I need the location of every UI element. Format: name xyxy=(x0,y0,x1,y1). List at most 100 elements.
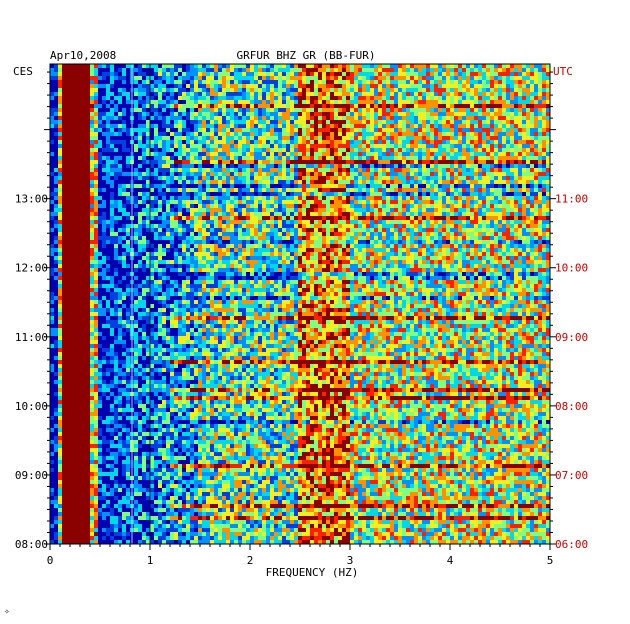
spectrogram-cell xyxy=(478,64,482,68)
spectrogram-cell xyxy=(386,204,390,208)
spectrogram-cell xyxy=(362,124,366,128)
spectrogram-cell xyxy=(198,188,202,192)
spectrogram-cell xyxy=(250,160,254,164)
spectrogram-cell xyxy=(406,64,410,68)
spectrogram-cell xyxy=(286,184,290,188)
spectrogram-cell xyxy=(418,124,422,128)
spectrogram-cell xyxy=(98,136,102,140)
spectrogram-cell xyxy=(194,108,198,112)
spectrogram-cell xyxy=(94,144,98,148)
spectrogram-cell xyxy=(522,104,526,108)
spectrogram-cell xyxy=(426,164,430,168)
spectrogram-cell xyxy=(314,120,318,124)
spectrogram-cell xyxy=(446,128,450,132)
spectrogram-cell xyxy=(402,152,406,156)
spectrogram-cell xyxy=(190,104,194,108)
spectrogram-cell xyxy=(470,160,474,164)
spectrogram-cell xyxy=(498,184,502,188)
spectrogram-cell xyxy=(142,128,146,132)
spectrogram-cell xyxy=(186,172,190,176)
spectrogram-cell xyxy=(70,196,74,200)
spectrogram-cell xyxy=(402,208,406,212)
spectrogram-cell xyxy=(490,208,494,212)
spectrogram-cell xyxy=(182,68,186,72)
spectrogram-cell xyxy=(254,172,258,176)
spectrogram-cell xyxy=(246,192,250,196)
spectrogram-cell xyxy=(334,100,338,104)
spectrogram-cell xyxy=(270,216,274,220)
spectrogram-cell xyxy=(74,164,78,168)
spectrogram-cell xyxy=(494,168,498,172)
spectrogram-cell xyxy=(142,144,146,148)
spectrogram-cell xyxy=(90,136,94,140)
spectrogram-cell xyxy=(318,120,322,124)
spectrogram-cell xyxy=(522,220,526,224)
spectrogram-cell xyxy=(206,192,210,196)
spectrogram-cell xyxy=(366,220,370,224)
spectrogram-cell xyxy=(174,168,178,172)
spectrogram-cell xyxy=(366,204,370,208)
spectrogram-cell xyxy=(446,164,450,168)
spectrogram-cell xyxy=(494,104,498,108)
spectrogram-cell xyxy=(342,156,346,160)
spectrogram-cell xyxy=(106,196,110,200)
spectrogram-cell xyxy=(522,84,526,88)
spectrogram-cell xyxy=(102,128,106,132)
spectrogram-cell xyxy=(530,136,534,140)
spectrogram-cell xyxy=(390,176,394,180)
spectrogram-cell xyxy=(350,72,354,76)
spectrogram-cell xyxy=(322,156,326,160)
spectrogram-cell xyxy=(54,120,58,124)
spectrogram-cell xyxy=(474,156,478,160)
spectrogram-cell xyxy=(422,204,426,208)
spectrogram-cell xyxy=(282,116,286,120)
spectrogram-cell xyxy=(482,124,486,128)
spectrogram-cell xyxy=(186,84,190,88)
spectrogram-cell xyxy=(338,64,342,68)
spectrogram-cell xyxy=(510,200,514,204)
spectrogram-cell xyxy=(122,96,126,100)
spectrogram-cell xyxy=(514,180,518,184)
spectrogram-cell xyxy=(270,64,274,68)
spectrogram-cell xyxy=(470,156,474,160)
spectrogram-cell xyxy=(290,196,294,200)
spectrogram-cell xyxy=(102,108,106,112)
spectrogram-cell xyxy=(498,172,502,176)
spectrogram-cell xyxy=(126,120,130,124)
spectrogram-cell xyxy=(190,208,194,212)
spectrogram-cell xyxy=(154,88,158,92)
spectrogram-cell xyxy=(394,92,398,96)
spectrogram-cell xyxy=(382,84,386,88)
spectrogram-cell xyxy=(234,108,238,112)
spectrogram-cell xyxy=(546,120,550,124)
spectrogram-cell xyxy=(330,164,334,168)
spectrogram-cell xyxy=(222,120,226,124)
spectrogram-cell xyxy=(502,116,506,120)
spectrogram-cell xyxy=(122,172,126,176)
spectrogram-cell xyxy=(222,84,226,88)
spectrogram-cell xyxy=(94,200,98,204)
spectrogram-cell xyxy=(98,124,102,128)
spectrogram-cell xyxy=(350,192,354,196)
spectrogram-cell xyxy=(546,164,550,168)
spectrogram-cell xyxy=(270,120,274,124)
spectrogram-cell xyxy=(498,64,502,68)
spectrogram-cell xyxy=(190,124,194,128)
spectrogram-cell xyxy=(270,160,274,164)
spectrogram-cell xyxy=(474,64,478,68)
spectrogram-cell xyxy=(398,136,402,140)
spectrogram-cell xyxy=(238,156,242,160)
spectrogram-cell xyxy=(518,144,522,148)
spectrogram-cell xyxy=(410,176,414,180)
spectrogram-cell xyxy=(90,92,94,96)
spectrogram-cell xyxy=(106,160,110,164)
spectrogram-cell xyxy=(514,144,518,148)
spectrogram-cell xyxy=(254,88,258,92)
spectrogram-cell xyxy=(318,168,322,172)
spectrogram-cell xyxy=(422,168,426,172)
spectrogram-cell xyxy=(170,132,174,136)
spectrogram-cell xyxy=(454,96,458,100)
spectrogram-cell xyxy=(338,188,342,192)
spectrogram-cell xyxy=(502,188,506,192)
spectrogram-cell xyxy=(234,100,238,104)
